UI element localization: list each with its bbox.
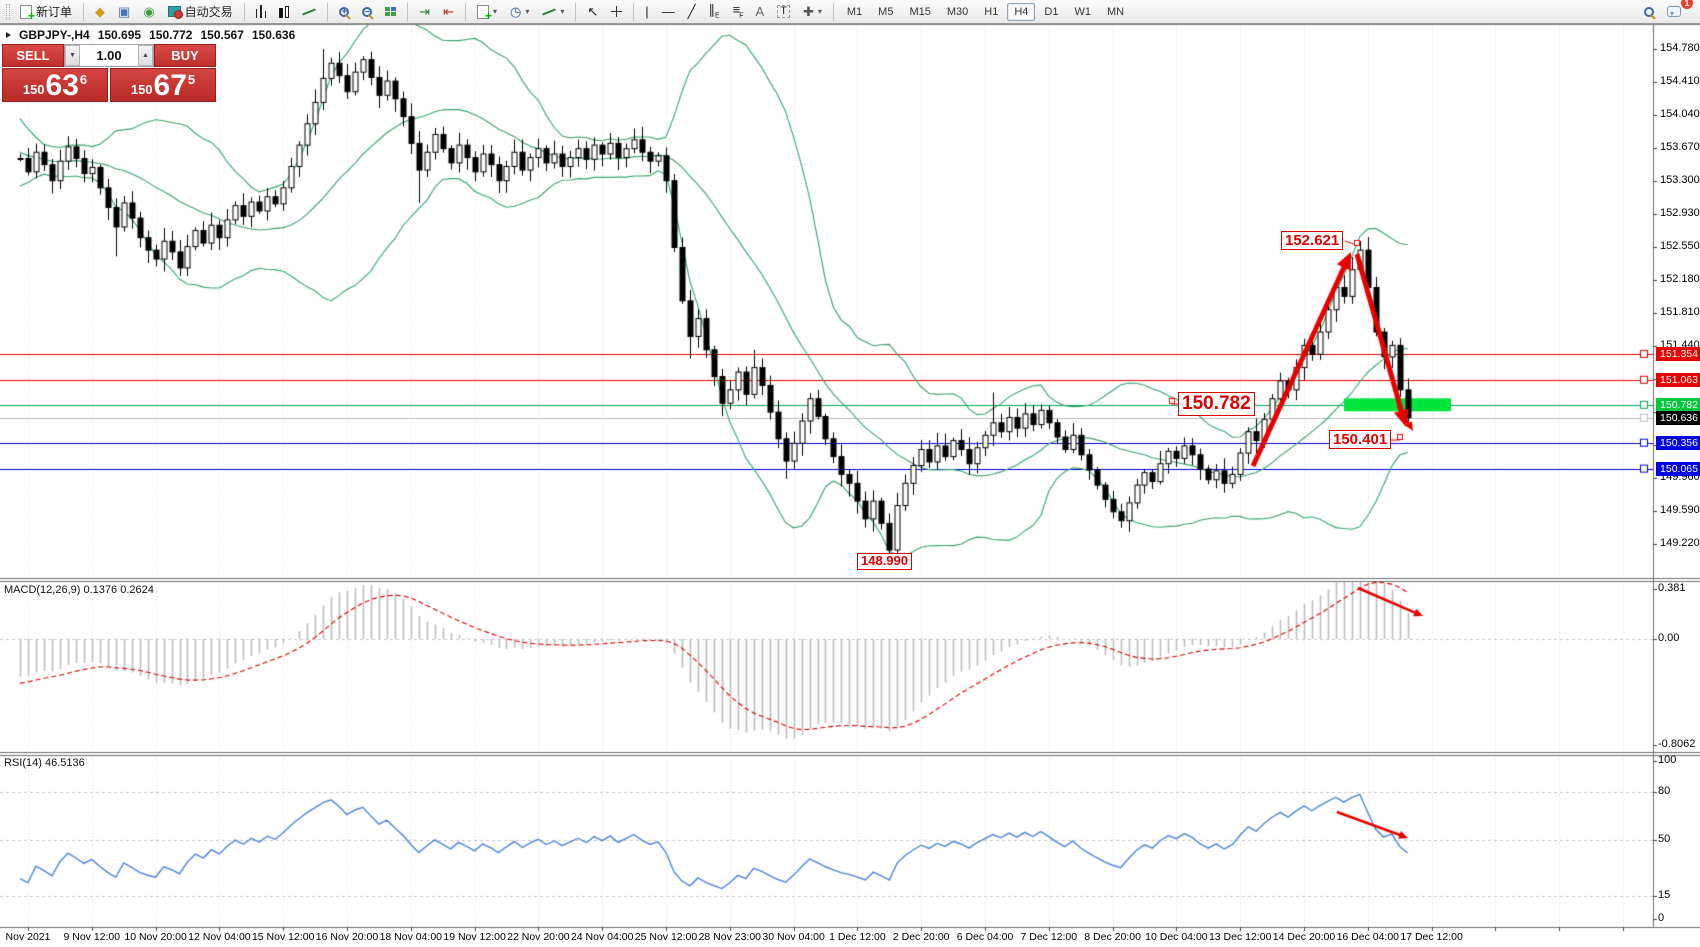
rsi-value: 46.5136 — [44, 757, 85, 769]
buy-price-button[interactable]: 150 67 5 — [110, 68, 216, 102]
hline-price-tag[interactable]: 150.782 — [1656, 397, 1700, 412]
sell-price-base: 150 — [22, 82, 45, 97]
sell-button[interactable]: SELL — [2, 44, 64, 67]
sell-price-button[interactable]: 150 63 6 — [2, 68, 108, 102]
one-click-trading-panel: SELL ▼ 1.00 ▲ BUY 150 63 6 150 67 5 — [2, 44, 216, 102]
annotation-peak-label[interactable]: 152.621 — [1281, 231, 1344, 251]
volume-stepper: ▼ 1.00 ▲ — [64, 44, 154, 67]
rsi-name: RSI(14) — [4, 757, 42, 769]
buy-price-point: 5 — [187, 72, 196, 87]
volume-decrease-button[interactable]: ▼ — [65, 45, 80, 66]
chart-marker-icon — [6, 32, 11, 38]
hline-price-tag[interactable]: 151.063 — [1656, 372, 1700, 387]
sell-price-point: 6 — [79, 72, 88, 87]
last-price-tag[interactable]: 150.636 — [1656, 410, 1700, 425]
quote-high: 150.772 — [149, 28, 193, 42]
symbol-period-label: GBPJPY-,H4 — [19, 28, 90, 42]
quote-close: 150.636 — [251, 28, 296, 42]
volume-input[interactable]: 1.00 — [96, 48, 122, 63]
buy-price-pips: 67 — [153, 69, 187, 102]
annotation-support-label[interactable]: 150.782 — [1178, 392, 1255, 416]
quote-low: 150.567 — [200, 28, 244, 42]
macd-signal-value: 0.2624 — [120, 584, 154, 596]
annotation-minor-label[interactable]: 150.401 — [1329, 430, 1392, 450]
buy-button[interactable]: BUY — [154, 44, 216, 67]
hline-price-tag[interactable]: 151.354 — [1656, 346, 1700, 361]
quote-open: 150.695 — [97, 28, 142, 42]
macd-name: MACD(12,26,9) — [4, 584, 81, 596]
hline-price-tag[interactable]: 150.065 — [1656, 461, 1700, 476]
sell-price-pips: 63 — [45, 69, 79, 102]
macd-indicator-label: MACD(12,26,9) 0.1376 0.2624 — [4, 584, 154, 596]
buy-price-base: 150 — [130, 82, 153, 97]
chart-title: GBPJPY-,H4 150.695 150.772 150.567 150.6… — [6, 28, 295, 42]
rsi-indicator-label: RSI(14) 46.5136 — [4, 757, 85, 769]
volume-increase-button[interactable]: ▲ — [138, 45, 153, 66]
annotation-low-label[interactable]: 148.990 — [857, 553, 912, 570]
hline-price-tag[interactable]: 150.356 — [1656, 435, 1700, 450]
macd-main-value: 0.1376 — [83, 584, 118, 596]
